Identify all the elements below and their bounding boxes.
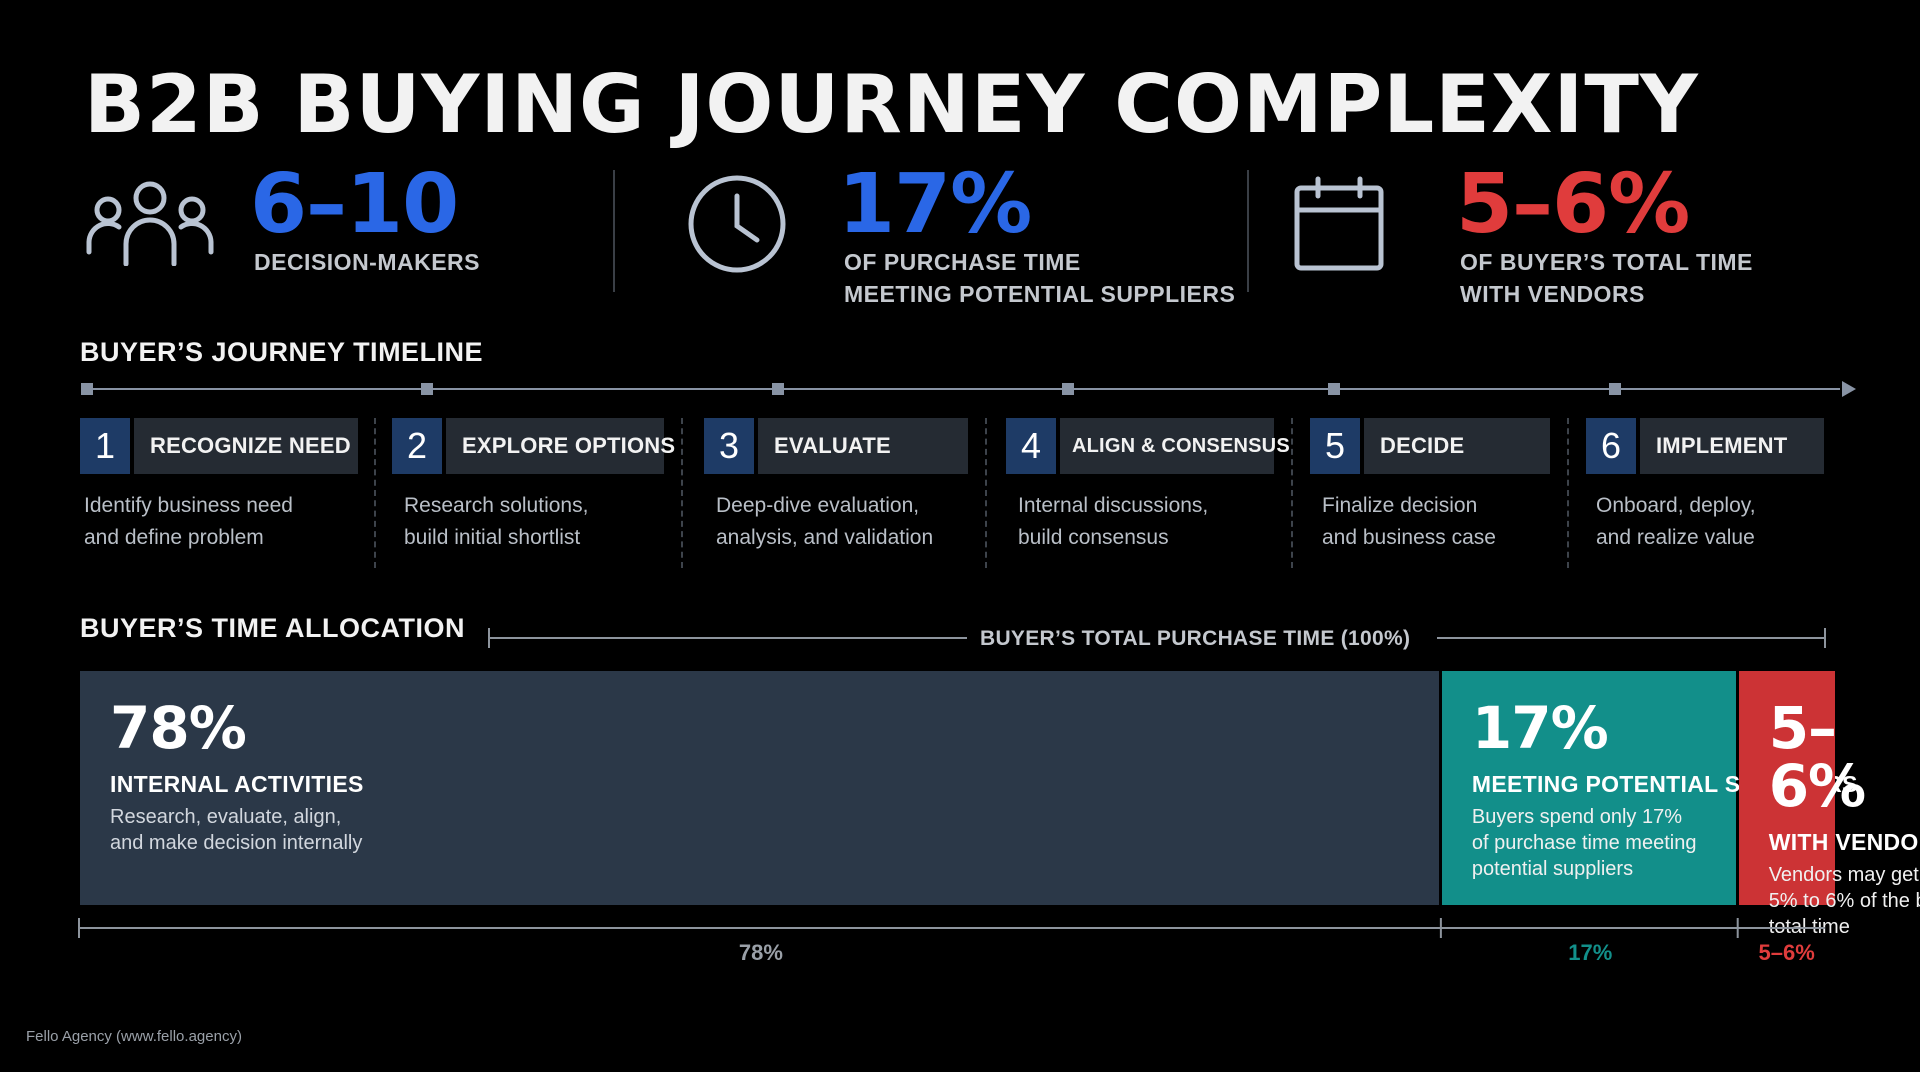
- allocation-axis: [78, 916, 1835, 940]
- bar-segment: 17% MEETING POTENTIAL SUPPLIERS Buyers spe…: [1441, 671, 1858, 905]
- bar-value-label: 17%: [1471, 694, 1609, 762]
- timeline-step-5: 5 DECIDE: [1310, 418, 1550, 474]
- axis-segment-label: 5–6%: [1758, 940, 1815, 965]
- timeline-step-4: 4 ALIGN & CONSENSUS: [1006, 418, 1290, 474]
- step-description: Research solutions, build initial shortli…: [404, 494, 589, 549]
- divider: [613, 170, 615, 292]
- timeline-step-6: 6 IMPLEMENT: [1586, 418, 1824, 474]
- bar-description: 5% to 6% of the buyer's: [1768, 890, 1920, 912]
- stat-label: OF BUYER’S TOTAL TIME: [1460, 249, 1753, 275]
- stat-label: OF PURCHASE TIME: [844, 249, 1081, 275]
- step-description: Internal discussions, build consensus: [1018, 494, 1209, 549]
- step-label: IMPLEMENT: [1640, 418, 1824, 474]
- stat-value: 17%: [838, 157, 1032, 252]
- step-divider: [374, 418, 376, 568]
- step-divider: [1567, 418, 1569, 568]
- step-number: 4: [1006, 418, 1056, 474]
- bar-description: Research, evaluate, align,: [110, 806, 342, 828]
- stat-value: 5–6%: [1456, 157, 1690, 252]
- bar-heading: MEETING POTENTIAL SUPPLIERS: [1471, 771, 1858, 797]
- step-label: DECIDE: [1364, 418, 1550, 474]
- step-number: 1: [80, 418, 130, 474]
- bar-heading: WITH VENDORS: [1768, 829, 1920, 855]
- stat-label: MEETING POTENTIAL SUPPLIERS: [844, 281, 1236, 307]
- step-label: EVALUATE: [758, 418, 968, 474]
- people-icon: [86, 180, 214, 267]
- step-divider: [985, 418, 987, 568]
- bar-segment: 78% INTERNAL ACTIVITIES Research, evaluate…: [80, 671, 1439, 905]
- total-bracket: [487, 626, 1827, 650]
- clock-icon: [685, 172, 789, 276]
- step-description: Finalize decision and business case: [1322, 494, 1496, 549]
- step-label: ALIGN & CONSENSUS: [1060, 418, 1290, 474]
- step-divider: [1291, 418, 1293, 568]
- bar-heading: INTERNAL ACTIVITIES: [110, 771, 364, 797]
- stat-label: DECISION-MAKERS: [254, 249, 481, 275]
- bar-description: and make decision internally: [110, 832, 363, 854]
- step-label: RECOGNIZE NEED: [134, 418, 358, 474]
- axis-segment-label: 17%: [1568, 940, 1613, 965]
- timeline-step-2: 2 EXPLORE OPTIONS: [392, 418, 675, 474]
- bar-value-label: 5–6%: [1768, 694, 1866, 820]
- timeline-heading: BUYER’S JOURNEY TIMELINE: [80, 337, 484, 367]
- bar-description: of purchase time meeting: [1471, 832, 1697, 854]
- timeline-step-3: 3 EVALUATE: [704, 418, 968, 474]
- bar-description: Vendors may get just: [1768, 864, 1920, 886]
- step-number: 2: [392, 418, 442, 474]
- step-label: EXPLORE OPTIONS: [446, 418, 675, 474]
- step-number: 3: [704, 418, 754, 474]
- step-description: Identify business need and define problem: [84, 494, 293, 549]
- bar-segment: 5–6% WITH VENDORS Vendors may get just 5% t…: [1738, 671, 1920, 938]
- calendar-icon: [1294, 176, 1384, 272]
- step-divider: [681, 418, 683, 568]
- stat-value: 6–10: [250, 157, 459, 252]
- bar-description: potential suppliers: [1471, 858, 1634, 880]
- step-description: Deep-dive evaluation, analysis, and valid…: [716, 494, 934, 549]
- timeline-step-1: 1 RECOGNIZE NEED: [80, 418, 358, 474]
- allocation-heading: BUYER’S TIME ALLOCATION: [80, 613, 465, 643]
- axis-segment-label: 78%: [738, 940, 783, 965]
- bar-value-label: 78%: [110, 694, 247, 762]
- footer-credit: Fello Agency (www.fello.agency): [26, 1028, 242, 1045]
- page-title: B2B BUYING JOURNEY COMPLEXITY: [84, 58, 1699, 151]
- step-number: 6: [1586, 418, 1636, 474]
- timeline-axis: [78, 376, 1858, 402]
- step-number: 5: [1310, 418, 1360, 474]
- bar-description: Buyers spend only 17%: [1471, 806, 1683, 828]
- divider: [1247, 170, 1249, 292]
- total-label: BUYER’S TOTAL PURCHASE TIME (100%): [980, 627, 1411, 650]
- step-description: Onboard, deploy, and realize value: [1596, 494, 1756, 549]
- stat-label: WITH VENDORS: [1460, 281, 1645, 307]
